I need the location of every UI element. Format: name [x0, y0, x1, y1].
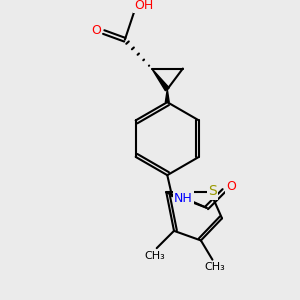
Text: NH: NH [174, 192, 193, 205]
Polygon shape [165, 89, 169, 102]
Polygon shape [152, 69, 169, 91]
Text: CH₃: CH₃ [144, 251, 165, 261]
Text: CH₃: CH₃ [204, 262, 225, 272]
Text: OH: OH [134, 0, 154, 12]
Text: S: S [208, 184, 217, 199]
Text: O: O [227, 180, 237, 193]
Text: O: O [91, 24, 101, 37]
